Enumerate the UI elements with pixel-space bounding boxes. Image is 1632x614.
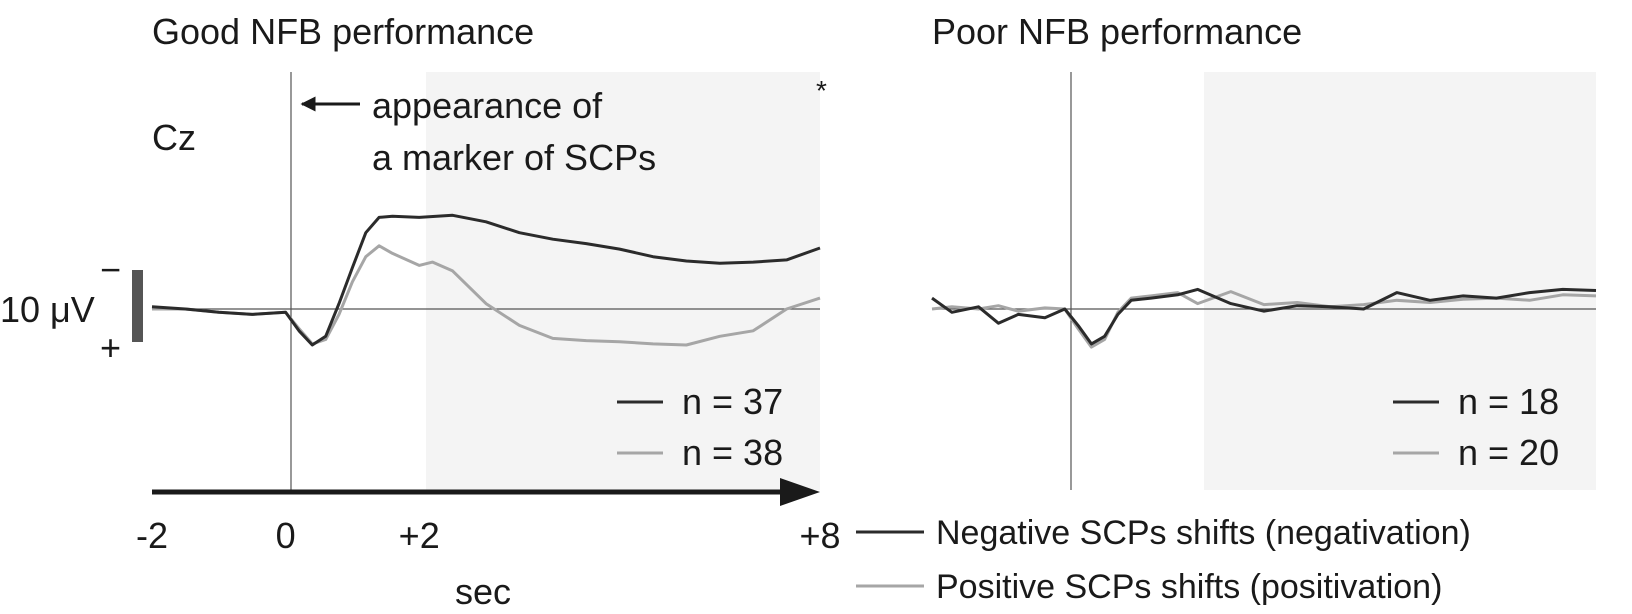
shaded-interval-poor (1204, 72, 1596, 490)
x-ticks-good: -2 0 +2 +8 (136, 515, 841, 556)
x-tick-label: +8 (799, 515, 840, 556)
time-axis-arrowhead (780, 478, 820, 506)
legend-label-n18: n = 18 (1458, 381, 1559, 422)
scale-bar (132, 270, 143, 342)
panel-poor: Poor NFB performance n = 18 n = 20 (931, 11, 1597, 490)
x-tick-label: 0 (276, 515, 296, 556)
panel-title-poor: Poor NFB performance (932, 11, 1302, 52)
legend-label-n38: n = 38 (682, 432, 783, 473)
series-line-1-1 (931, 290, 1597, 349)
significance-mark: * (816, 75, 827, 106)
bottom-legend: Negative SCPs shifts (negativation) Posi… (856, 514, 1471, 606)
scale-bar-label: 10 μV (0, 289, 95, 330)
panel-title-good: Good NFB performance (152, 11, 534, 52)
plot-area-poor (931, 287, 1597, 349)
scale-bar-minus: − (100, 249, 121, 290)
bottom-legend-label-negative: Negative SCPs shifts (negativation) (936, 514, 1471, 552)
x-axis-label: sec (455, 571, 511, 612)
series-line-0-0 (151, 213, 821, 347)
series-line-1-0 (931, 287, 1597, 346)
plot-area-good (151, 213, 821, 347)
bottom-legend-label-positive: Positive SCPs shifts (positivation) (936, 568, 1442, 606)
legend-label-n20: n = 20 (1458, 432, 1559, 473)
scale-bar-plus: + (100, 327, 121, 368)
legend-label-n37: n = 37 (682, 381, 783, 422)
panel-good: Good NFB performance Cz appearance of a … (0, 11, 841, 612)
x-tick-label: -2 (136, 515, 168, 556)
shaded-interval-good (426, 72, 820, 490)
annotation-line-1: appearance of (372, 85, 603, 126)
x-tick-label: +2 (399, 515, 440, 556)
annotation-line-2: a marker of SCPs (372, 137, 656, 178)
electrode-label: Cz (152, 117, 196, 158)
